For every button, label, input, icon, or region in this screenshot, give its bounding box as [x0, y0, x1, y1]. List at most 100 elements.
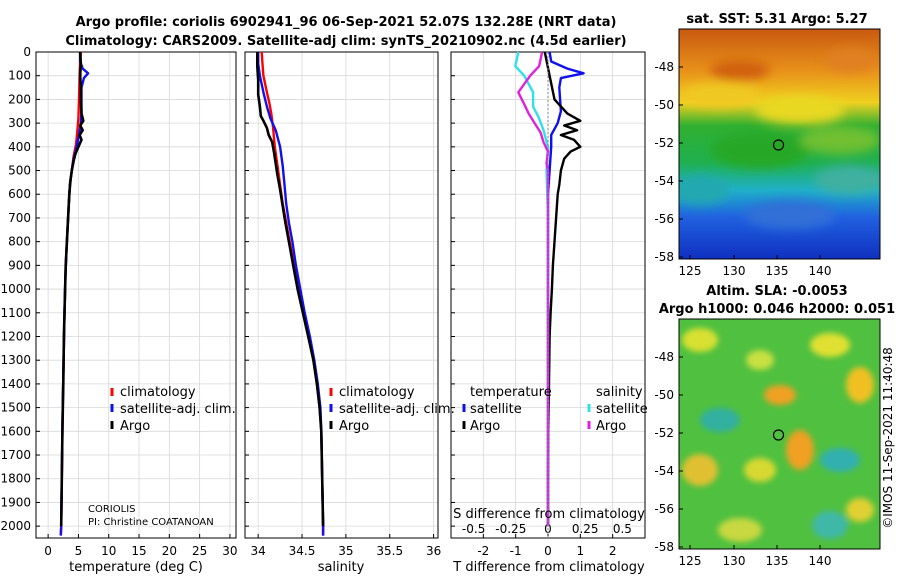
legend-label-satellite: satellite-adj. clim.	[120, 402, 236, 417]
series-line-argo	[59, 51, 85, 527]
x-tick-label: 34.5	[289, 544, 316, 558]
s-tick-label: -0.25	[495, 522, 526, 536]
map-lat-tick-label: -58	[654, 540, 674, 554]
map-lon-tick-label: 125	[679, 554, 702, 568]
title-line-1: Argo profile: coriolis 6902941_96 06-Sep…	[76, 15, 617, 30]
map-lon-tick-label: 130	[723, 264, 746, 278]
legend-salinity-panel: climatology satellite-adj. clim. Argo	[329, 385, 455, 434]
legend-difference-panel: temperature salinity satellite Argo sate…	[462, 385, 648, 434]
legend-temperature-panel: climatology satellite-adj. clim. Argo	[110, 385, 236, 434]
series-line-climatology	[260, 51, 325, 536]
legend-label-climatology: climatology	[339, 385, 415, 400]
legend-label-s-satellite: satellite	[596, 402, 648, 417]
x-tick-label: 1	[577, 544, 585, 558]
depth-tick-label: 900	[8, 258, 31, 272]
map-lon-tick-label: 125	[679, 264, 702, 278]
x-tick-label: 35	[338, 544, 353, 558]
sla-map-title: Altim. SLA: -0.0053	[706, 284, 847, 299]
map-lat-tick-label: -50	[654, 98, 674, 112]
legend-title-salinity: salinity	[596, 385, 643, 400]
x-tick-label: 0	[544, 544, 552, 558]
x-tick-label: 30	[222, 544, 237, 558]
sla-map-frame	[678, 318, 881, 550]
depth-tick-label: 1500	[0, 401, 31, 415]
map-lat-tick-label: -58	[654, 250, 674, 264]
x-tick-label: 10	[101, 544, 116, 558]
map-lon-tick-label: 140	[809, 264, 832, 278]
legend-label-argo: Argo	[120, 419, 150, 434]
legend-title-temperature: temperature	[470, 385, 552, 400]
legend-label-satellite: satellite-adj. clim.	[339, 402, 455, 417]
sla-map	[679, 319, 880, 549]
depth-tick-label: 500	[8, 164, 31, 178]
depth-tick-label: 300	[8, 116, 31, 130]
x-tick-label: -2	[477, 544, 489, 558]
sst-map-title: sat. SST: 5.31 Argo: 5.27	[686, 12, 867, 27]
depth-tick-label: 600	[8, 187, 31, 201]
depth-tick-label: 400	[8, 140, 31, 154]
depth-tick-label: 1800	[0, 472, 31, 486]
pi-label: PI: Christine COATANOAN	[88, 517, 214, 528]
depth-tick-label: 0	[23, 45, 31, 59]
x-tick-label: 2	[609, 544, 617, 558]
map-lat-tick-label: -50	[654, 388, 674, 402]
depth-tick-label: 1200	[0, 329, 31, 343]
map-lat-tick-label: -54	[654, 174, 674, 188]
map-lat-tick-label: -52	[654, 426, 674, 440]
depth-tick-label: 1400	[0, 377, 31, 391]
depth-tick-label: 1000	[0, 282, 31, 296]
map-lat-tick-label: -48	[654, 60, 674, 74]
depth-axis: 0 100 200 300 400 500 600 700 800 900 1000 1100 1200…	[0, 45, 31, 533]
map-lon-tick-label: 135	[766, 554, 789, 568]
map-lat-tick-label: -54	[654, 464, 674, 478]
x-axis-label-t-difference: T difference from climatology	[452, 560, 645, 575]
x-tick-label: 0	[44, 544, 52, 558]
depth-tick-label: 1900	[0, 495, 31, 509]
legend-label-t-satellite: satellite	[470, 402, 522, 417]
x-tick-label: 20	[162, 544, 177, 558]
depth-tick-label: 1100	[0, 306, 31, 320]
x-axis-label-s-difference: S difference from climatology	[453, 507, 645, 522]
sla-map-subtitle: Argo h1000: 0.046 h2000: 0.051	[659, 302, 895, 317]
series-line-satellite-adj-clim-	[257, 52, 325, 536]
series-line-t-argo	[543, 51, 582, 527]
sst-map	[679, 29, 880, 259]
institution-label: CORIOLIS	[88, 504, 136, 515]
legend-label-climatology: climatology	[120, 385, 196, 400]
depth-tick-label: 1600	[0, 424, 31, 438]
map-lon-tick-label: 140	[809, 554, 832, 568]
x-tick-label: 5	[75, 544, 83, 558]
title-line-2: Climatology: CARS2009. Satellite-adj cli…	[65, 34, 626, 49]
depth-tick-label: 200	[8, 92, 31, 106]
x-tick-label: -1	[510, 544, 522, 558]
s-tick-label: 0.25	[572, 522, 599, 536]
x-tick-label: 15	[131, 544, 146, 558]
depth-tick-label: 1300	[0, 353, 31, 367]
map-lon-tick-label: 130	[723, 554, 746, 568]
panel-frame	[244, 51, 439, 539]
depth-tick-label: 1700	[0, 448, 31, 462]
map-lat-tick-label: -48	[654, 350, 674, 364]
map-lon-tick-label: 135	[766, 264, 789, 278]
legend-label-argo: Argo	[339, 419, 369, 434]
map-lat-tick-label: -52	[654, 136, 674, 150]
x-tick-label: 34	[251, 544, 266, 558]
imos-watermark: ©IMOS 11-Sep-2021 11:40:48	[881, 347, 895, 529]
panel-frame	[35, 51, 237, 539]
depth-tick-label: 800	[8, 235, 31, 249]
legend-label-s-argo: Argo	[596, 419, 626, 434]
argo-position-marker	[772, 139, 785, 151]
legend-label-t-argo: Argo	[470, 419, 500, 434]
sst-map-frame	[678, 28, 881, 260]
x-axis-label-salinity: salinity	[318, 560, 365, 575]
map-lat-tick-label: -56	[654, 212, 674, 226]
map-lat-tick-label: -56	[654, 502, 674, 516]
x-tick-label: 25	[192, 544, 207, 558]
s-tick-label: -0.5	[462, 522, 485, 536]
argo-position-marker-sla	[772, 429, 785, 441]
series-line-argo	[255, 52, 325, 527]
depth-tick-label: 2000	[0, 519, 31, 533]
depth-tick-label: 700	[8, 211, 31, 225]
depth-tick-label: 100	[8, 69, 31, 83]
